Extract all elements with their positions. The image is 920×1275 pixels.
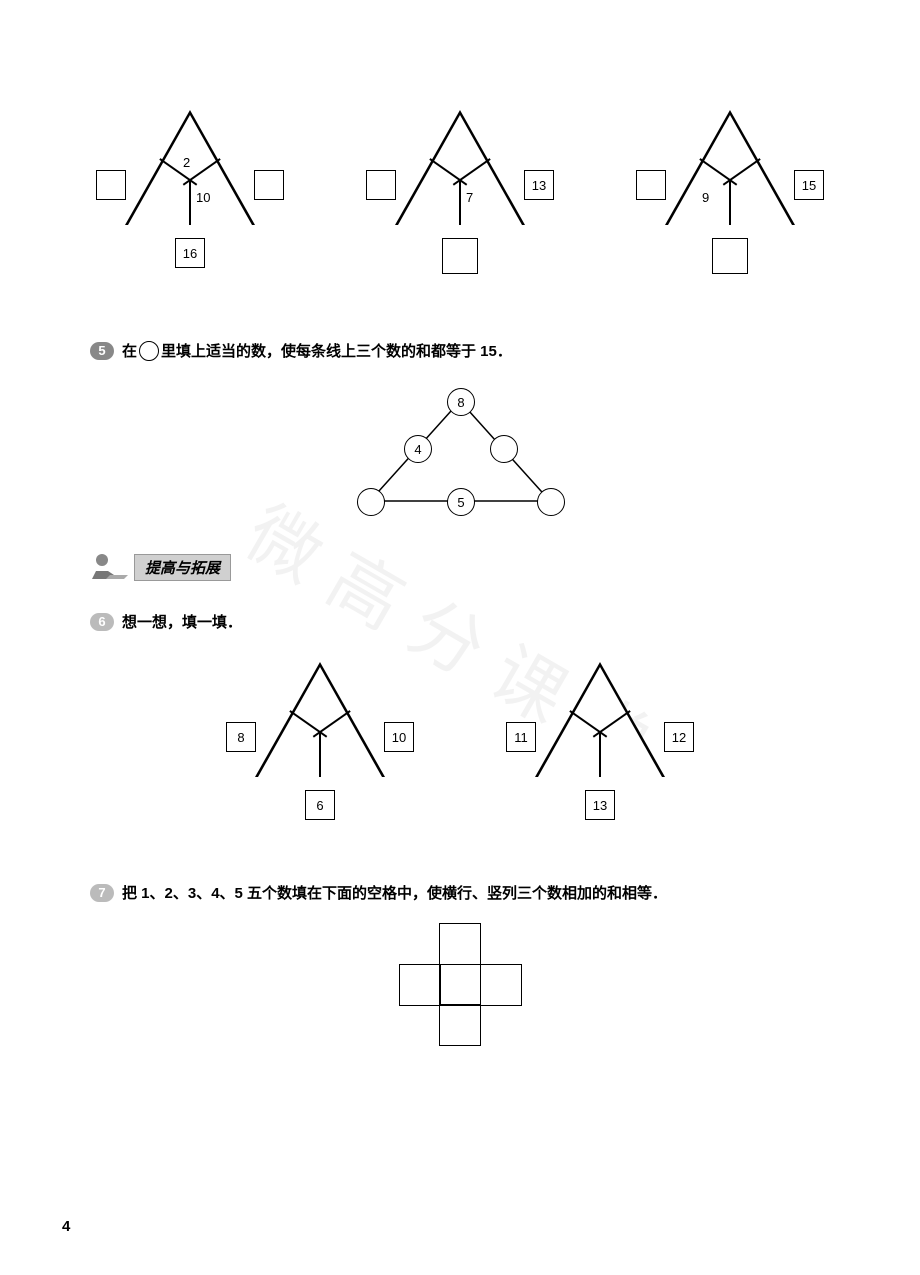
box-right[interactable]: 12 <box>664 722 694 752</box>
box-right[interactable]: 10 <box>384 722 414 752</box>
q6-text: 想一想，填一填． <box>122 611 242 632</box>
triangle-puzzle: 9 15 <box>630 110 830 290</box>
cross-cell[interactable] <box>439 1004 481 1046</box>
tri-top-num: 2 <box>183 155 190 170</box>
q5-graph: 8 4 5 <box>330 381 590 521</box>
triangle-puzzle: 2 10 16 <box>90 110 290 290</box>
q5-text-post: 里填上适当的数，使每条线上三个数的和都等于 15． <box>161 340 512 361</box>
node-top[interactable]: 8 <box>447 388 475 416</box>
cross-cell[interactable] <box>439 964 481 1006</box>
cross-cell[interactable] <box>439 923 481 965</box>
tri-right-num: 10 <box>196 190 210 205</box>
row1-triangles: 2 10 16 7 13 9 15 <box>90 110 830 290</box>
section-label: 提高与拓展 <box>134 554 231 581</box>
q7-cross <box>397 923 523 1046</box>
node-mid-right[interactable] <box>490 435 518 463</box>
box-left[interactable]: 8 <box>226 722 256 752</box>
q6-line: 6 想一想，填一填． <box>90 611 830 632</box>
node-bot-right[interactable] <box>537 488 565 516</box>
triangle-puzzle: 7 13 <box>360 110 560 290</box>
node-mid-left[interactable]: 4 <box>404 435 432 463</box>
box-bottom[interactable]: 13 <box>585 790 615 820</box>
box-bottom[interactable]: 16 <box>175 238 205 268</box>
q7-line: 7 把 1、2、3、4、5 五个数填在下面的空格中，使横行、竖列三个数相加的和相… <box>90 882 830 903</box>
circle-icon <box>139 341 159 361</box>
box-right[interactable]: 15 <box>794 170 824 200</box>
q6-badge: 6 <box>90 613 114 631</box>
triangle-puzzle: 11 12 13 <box>500 662 700 842</box>
section-header: 提高与拓展 <box>90 551 830 581</box>
cross-cell[interactable] <box>480 964 522 1006</box>
q7-badge: 7 <box>90 884 114 902</box>
box-bottom[interactable] <box>712 238 748 274</box>
box-left[interactable] <box>96 170 126 200</box>
q5-line: 5 在 里填上适当的数，使每条线上三个数的和都等于 15． <box>90 340 830 361</box>
triangle-puzzle: 8 10 6 <box>220 662 420 842</box>
box-left[interactable] <box>636 170 666 200</box>
tri-right-num: 7 <box>466 190 473 205</box>
box-left[interactable] <box>366 170 396 200</box>
q5-badge: 5 <box>90 342 114 360</box>
box-right[interactable] <box>254 170 284 200</box>
cross-cell[interactable] <box>399 964 441 1006</box>
q6-row: 8 10 6 11 12 13 <box>90 662 830 842</box>
q7-text: 把 1、2、3、4、5 五个数填在下面的空格中，使横行、竖列三个数相加的和相等． <box>122 882 667 903</box>
page-number: 4 <box>62 1218 70 1235</box>
node-bot-left[interactable] <box>357 488 385 516</box>
box-bottom[interactable] <box>442 238 478 274</box>
section-icon <box>90 551 130 581</box>
node-bot-mid[interactable]: 5 <box>447 488 475 516</box>
tri-left-num: 9 <box>702 190 709 205</box>
box-bottom[interactable]: 6 <box>305 790 335 820</box>
q5-text-pre: 在 <box>122 340 137 361</box>
box-left[interactable]: 11 <box>506 722 536 752</box>
box-right[interactable]: 13 <box>524 170 554 200</box>
